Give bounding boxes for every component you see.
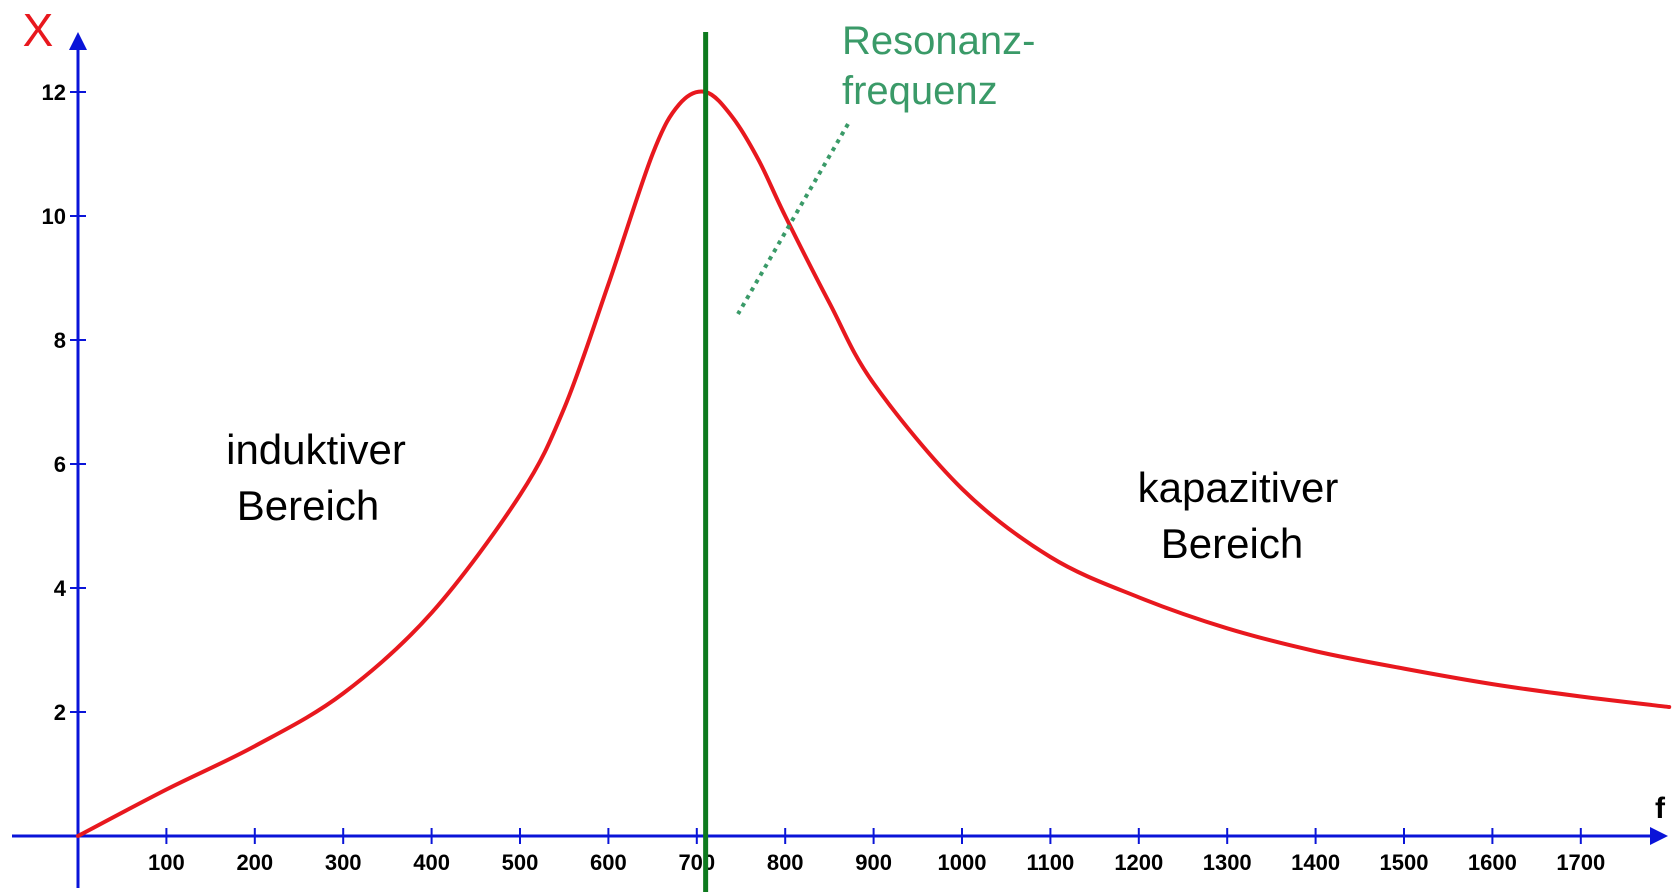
y-ticks: 2 4 6 8 10 12 (42, 80, 86, 725)
y-tick-label: 10 (42, 204, 66, 229)
x-tick-label: 1500 (1380, 850, 1429, 875)
resonance-pointer-line (736, 122, 850, 316)
x-tick-label: 1700 (1556, 850, 1605, 875)
x-tick-label: 600 (590, 850, 627, 875)
x-tick-label: 500 (502, 850, 539, 875)
x-tick-label: 400 (413, 850, 450, 875)
x-tick-label: 1300 (1203, 850, 1252, 875)
reactance-curve (76, 89, 1672, 838)
x-ticks: 100 200 300 400 500 600 700 800 900 1000 1100 1200 1… (148, 828, 1605, 875)
x-tick-label: 300 (325, 850, 362, 875)
y-tick-label: 2 (54, 700, 66, 725)
capacitive-region-label-line-2: Bereich (1161, 520, 1303, 567)
inductive-region-label-line-2: Bereich (237, 482, 379, 529)
x-tick-label: 900 (855, 850, 892, 875)
y-tick-label: 12 (42, 80, 66, 105)
x-tick-label: 800 (767, 850, 804, 875)
y-axis-arrow (69, 32, 87, 50)
y-tick-label: 8 (54, 328, 66, 353)
x-axis-arrow (1650, 827, 1668, 845)
y-axis-label: X (23, 4, 54, 56)
y-tick-label: 4 (54, 576, 67, 601)
x-tick-label: 1200 (1114, 850, 1163, 875)
x-tick-label: 1000 (938, 850, 987, 875)
x-tick-label: 1600 (1468, 850, 1517, 875)
x-tick-label: 1100 (1027, 850, 1075, 875)
x-tick-label: 1400 (1291, 850, 1340, 875)
x-tick-label: 100 (148, 850, 185, 875)
x-tick-label: 200 (236, 850, 273, 875)
resonance-label-line-2: frequenz (842, 69, 998, 113)
x-axis-label: f (1655, 792, 1666, 825)
resonance-label-line-1: Resonanz- (842, 19, 1035, 63)
capacitive-region-label-line-1: kapazitiver (1138, 464, 1339, 511)
inductive-region-label-line-1: induktiver (226, 426, 406, 473)
x-tick-label: 700 (678, 850, 715, 875)
y-tick-label: 6 (54, 452, 66, 477)
